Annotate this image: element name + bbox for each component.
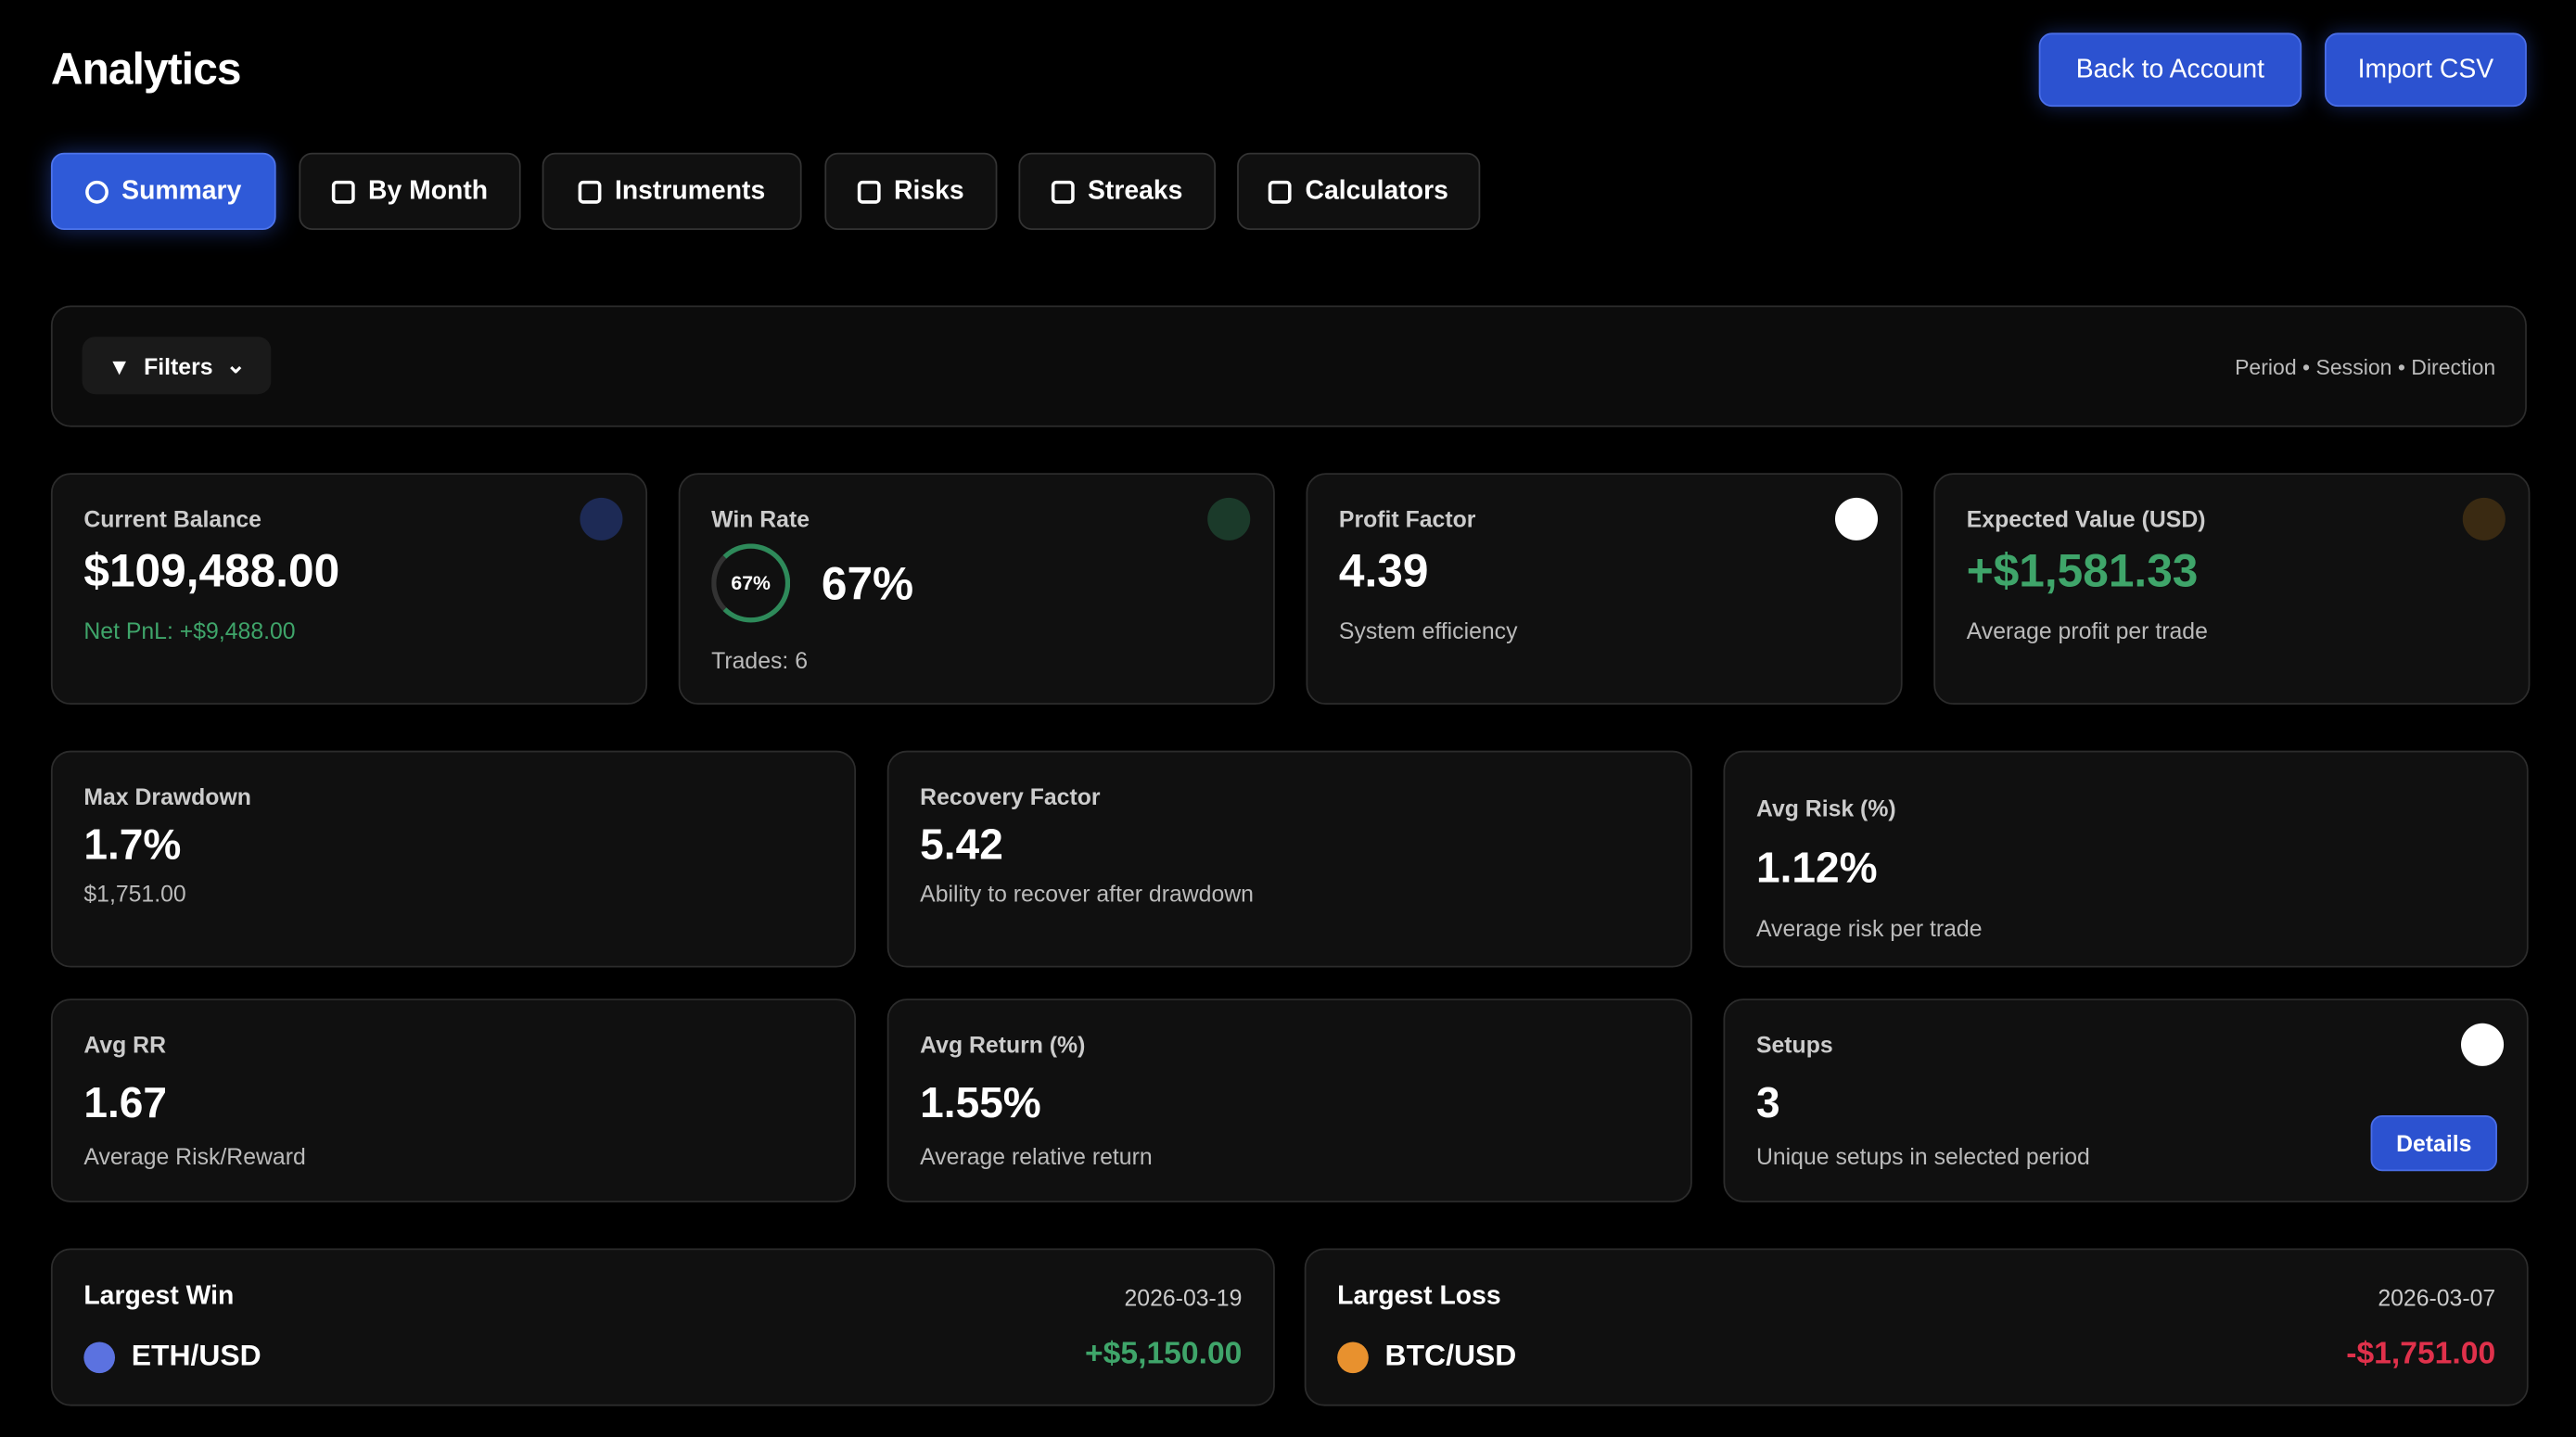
card-label: Avg Return (%) — [920, 1031, 1086, 1058]
amount: +$5,150.00 — [1084, 1337, 1243, 1372]
amount: -$1,751.00 — [2346, 1337, 2496, 1372]
extreme-date: 2026-03-07 — [2378, 1284, 2496, 1311]
coin-icon — [1337, 1342, 1369, 1374]
card-label: Win Rate — [711, 505, 810, 533]
card-note: Average risk per trade — [1755, 914, 1983, 942]
card-note: Average Risk/Reward — [83, 1143, 306, 1170]
card-value: 67% — [821, 558, 914, 610]
tab-icon — [578, 180, 602, 203]
card-value: +$1,581.33 — [1966, 545, 2199, 597]
tab-icon — [331, 180, 355, 203]
card-value: 1.7% — [83, 820, 182, 870]
card-value: 1.12% — [1755, 842, 1878, 893]
tab-icon — [1269, 180, 1293, 203]
card-label: Setups — [1755, 1031, 1833, 1058]
back-button[interactable]: Back to Account — [2038, 32, 2302, 108]
card-note: Average profit per trade — [1966, 617, 2208, 644]
filters-label: Filters — [144, 352, 213, 379]
extreme-date: 2026-03-19 — [1124, 1284, 1243, 1311]
stat-card: Setups 3 Unique setups in selected period D… — [1723, 998, 2529, 1202]
tab-label: Risks — [894, 176, 964, 205]
card-label: Current Balance — [83, 505, 261, 533]
card-value: 1.67 — [83, 1077, 168, 1127]
card-icon — [2461, 1023, 2505, 1066]
tab-label: Streaks — [1088, 176, 1183, 205]
stat-card: Profit Factor 4.39 System efficiency — [1306, 473, 1903, 706]
card-value: 4.39 — [1338, 545, 1429, 597]
card-value: 1.55% — [920, 1077, 1041, 1127]
card-label: Recovery Factor — [920, 783, 1101, 810]
tab-icon — [1052, 180, 1075, 203]
tab[interactable]: Risks — [824, 152, 998, 231]
card-note: $1,751.00 — [83, 880, 186, 907]
tab[interactable]: Instruments — [542, 152, 802, 231]
filter-panel: ▼ Filters ⌄ Period • Session • Direction — [50, 305, 2527, 427]
filters-button[interactable]: ▼ Filters ⌄ — [82, 337, 272, 395]
card-icon — [2462, 497, 2506, 540]
filters-summary: Period • Session • Direction — [2235, 354, 2496, 380]
extreme-label: Largest Loss — [1337, 1282, 1501, 1311]
ring-label: 67% — [731, 571, 771, 595]
instrument: BTC/USD — [1384, 1338, 1517, 1372]
card-label: Profit Factor — [1338, 505, 1476, 533]
import-button[interactable]: Import CSV — [2324, 32, 2527, 108]
stat-card: Win Rate 67% 67% Trades: 6 — [678, 473, 1275, 706]
tab-label: Calculators — [1305, 176, 1448, 205]
card-note: Net PnL: +$9,488.00 — [83, 617, 296, 644]
card-icon — [580, 497, 623, 540]
card-icon — [1207, 497, 1251, 540]
tab-label: By Month — [367, 176, 489, 205]
extreme-card: Largest Loss 2026-03-07 BTC/USD -$1,751.00 — [1304, 1248, 2529, 1406]
card-label: Avg Risk (%) — [1755, 795, 1896, 821]
extreme-card: Largest Win 2026-03-19 ETH/USD +$5,150.00 — [50, 1248, 1275, 1406]
card-note: Average relative return — [920, 1143, 1153, 1170]
instrument: ETH/USD — [131, 1338, 261, 1372]
card-note: Trades: 6 — [711, 647, 809, 674]
stat-card: Avg Risk (%) 1.12% Average risk per trade — [1723, 750, 2529, 968]
tab-label: Summary — [121, 176, 242, 205]
tab-icon — [858, 180, 881, 203]
details-button[interactable]: Details — [2370, 1114, 2497, 1172]
tab[interactable]: By Month — [299, 152, 521, 231]
tab[interactable]: Calculators — [1237, 152, 1481, 231]
stat-card: Avg Return (%) 1.55% Average relative retu… — [886, 998, 1692, 1202]
card-note: Unique setups in selected period — [1755, 1143, 2090, 1170]
stat-card: Current Balance $109,488.00 Net PnL: +$9,4… — [50, 473, 648, 706]
win-ring: 67% — [711, 543, 791, 623]
card-icon — [1834, 497, 1879, 540]
tab[interactable]: Streaks — [1018, 152, 1217, 231]
stat-card: Expected Value (USD) +$1,581.33 Average pr… — [1933, 473, 2531, 706]
stat-card: Recovery Factor 5.42 Ability to recover af… — [886, 750, 1692, 968]
tab-label: Instruments — [614, 176, 766, 205]
card-label: Expected Value (USD) — [1966, 505, 2206, 533]
card-value: 3 — [1755, 1077, 1780, 1127]
page-title: Analytics — [50, 44, 242, 94]
card-note: Ability to recover after drawdown — [920, 880, 1254, 907]
tab[interactable]: Summary — [50, 152, 276, 231]
card-label: Avg RR — [83, 1031, 167, 1058]
card-value: 5.42 — [920, 820, 1003, 870]
card-value: $109,488.00 — [83, 545, 340, 597]
card-note: System efficiency — [1338, 617, 1518, 644]
coin-icon — [83, 1342, 116, 1374]
stat-card: Avg RR 1.67 Average Risk/Reward — [50, 998, 857, 1202]
extreme-label: Largest Win — [83, 1282, 235, 1311]
card-label: Max Drawdown — [83, 783, 251, 810]
stat-card: Max Drawdown 1.7% $1,751.00 — [50, 750, 857, 968]
tab-icon — [85, 180, 108, 203]
